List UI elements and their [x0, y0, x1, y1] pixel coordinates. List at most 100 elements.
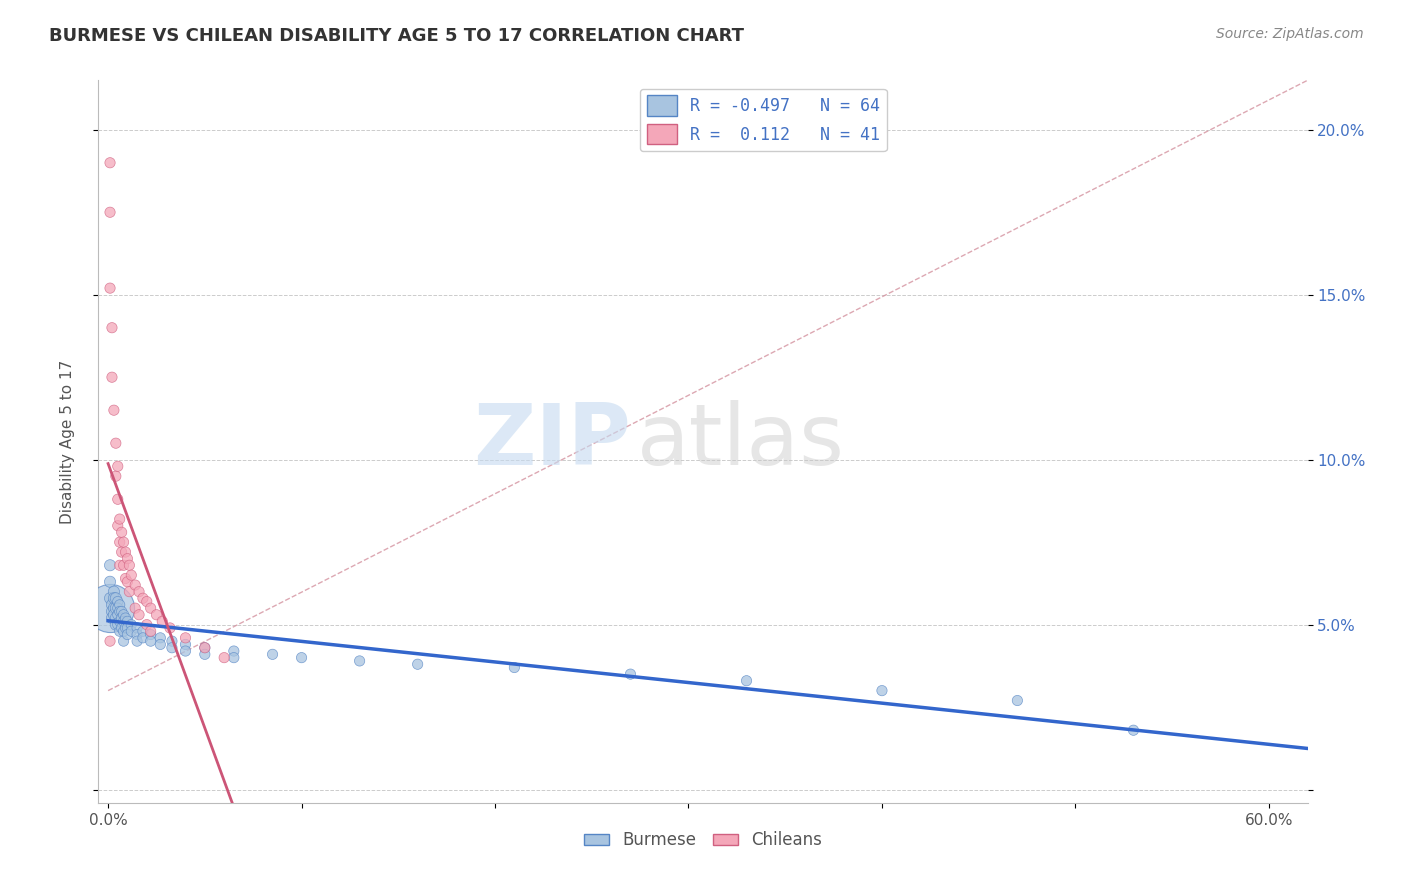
Point — [127, 634, 149, 648]
Point — [127, 627, 149, 641]
Point — [117, 627, 139, 641]
Point — [124, 601, 146, 615]
Point — [117, 615, 139, 629]
Point — [619, 667, 641, 681]
Point — [112, 615, 135, 629]
Point — [149, 637, 172, 651]
Point — [98, 601, 121, 615]
Point — [117, 574, 139, 589]
Point — [114, 611, 136, 625]
Point — [108, 604, 131, 618]
Point — [139, 601, 162, 615]
Point — [117, 621, 139, 635]
Point — [194, 648, 217, 662]
Point — [112, 607, 135, 622]
Point — [104, 611, 127, 625]
Point — [114, 621, 136, 635]
Point — [98, 281, 121, 295]
Point — [262, 648, 284, 662]
Point — [290, 650, 312, 665]
Point — [108, 535, 131, 549]
Point — [135, 617, 157, 632]
Point — [132, 624, 155, 639]
Point — [111, 525, 134, 540]
Point — [98, 558, 121, 573]
Text: BURMESE VS CHILEAN DISABILITY AGE 5 TO 17 CORRELATION CHART: BURMESE VS CHILEAN DISABILITY AGE 5 TO 1… — [49, 27, 744, 45]
Point — [111, 604, 134, 618]
Point — [108, 615, 131, 629]
Point — [132, 591, 155, 606]
Point — [117, 551, 139, 566]
Point — [118, 584, 141, 599]
Point — [98, 574, 121, 589]
Point — [128, 584, 150, 599]
Point — [98, 155, 121, 169]
Point — [120, 624, 142, 639]
Point — [149, 631, 172, 645]
Point — [735, 673, 758, 688]
Point — [112, 535, 135, 549]
Point — [150, 615, 173, 629]
Point — [101, 598, 124, 612]
Point — [107, 492, 129, 507]
Point — [98, 634, 121, 648]
Point — [104, 436, 127, 450]
Point — [111, 621, 134, 635]
Point — [159, 621, 181, 635]
Point — [108, 598, 131, 612]
Point — [111, 611, 134, 625]
Point — [101, 320, 124, 334]
Text: atlas: atlas — [637, 400, 845, 483]
Point — [107, 459, 129, 474]
Point — [103, 601, 125, 615]
Point — [107, 607, 129, 622]
Text: Source: ZipAtlas.com: Source: ZipAtlas.com — [1216, 27, 1364, 41]
Point — [107, 601, 129, 615]
Y-axis label: Disability Age 5 to 17: Disability Age 5 to 17 — [60, 359, 75, 524]
Point — [135, 594, 157, 608]
Point — [112, 558, 135, 573]
Point — [127, 621, 149, 635]
Point — [222, 644, 245, 658]
Point — [870, 683, 893, 698]
Point — [103, 607, 125, 622]
Point — [104, 469, 127, 483]
Point — [174, 631, 197, 645]
Point — [98, 205, 121, 219]
Point — [118, 558, 141, 573]
Point — [98, 591, 121, 606]
Point — [107, 617, 129, 632]
Point — [212, 650, 235, 665]
Point — [160, 634, 183, 648]
Point — [1122, 723, 1144, 738]
Point — [194, 640, 217, 655]
Point — [104, 617, 127, 632]
Point — [132, 631, 155, 645]
Point — [139, 634, 162, 648]
Point — [349, 654, 371, 668]
Point — [174, 637, 197, 651]
Point — [139, 627, 162, 641]
Point — [112, 634, 135, 648]
Point — [101, 604, 124, 618]
Point — [160, 640, 183, 655]
Point — [114, 571, 136, 585]
Point — [114, 545, 136, 559]
Point — [120, 617, 142, 632]
Point — [139, 624, 162, 639]
Point — [1007, 693, 1029, 707]
Text: ZIP: ZIP — [472, 400, 630, 483]
Point — [222, 650, 245, 665]
Point — [112, 624, 135, 639]
Point — [128, 607, 150, 622]
Point — [174, 644, 197, 658]
Point — [103, 403, 125, 417]
Point — [108, 624, 131, 639]
Point — [194, 640, 217, 655]
Point — [104, 601, 127, 615]
Legend: Burmese, Chileans: Burmese, Chileans — [578, 824, 828, 856]
Point — [503, 660, 526, 674]
Point — [103, 584, 125, 599]
Point — [124, 578, 146, 592]
Point — [104, 591, 127, 606]
